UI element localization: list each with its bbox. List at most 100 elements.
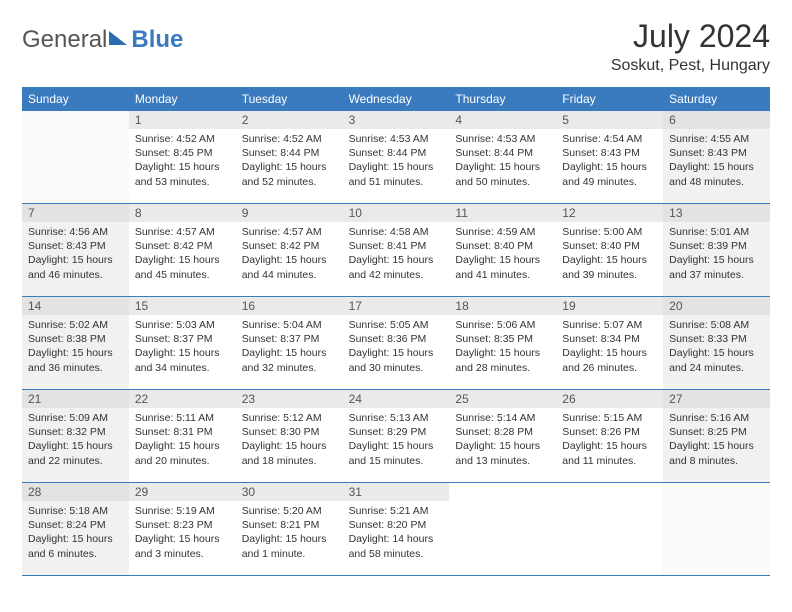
calendar-cell: 18 Sunrise: 5:06 AMSunset: 8:35 PMDayligh… (449, 297, 556, 389)
calendar-cell: 13Sunrise: 5:01 AMSunset: 8:39 PMDayligh… (663, 204, 770, 296)
day-header: Tuesday (236, 87, 343, 111)
day-headers-row: SundayMondayTuesdayWednesdayThursdayFrid… (22, 87, 770, 111)
day-info: Sunrise: 5:16 AMSunset: 8:25 PMDaylight:… (669, 411, 764, 468)
calendar-cell: 25Sunrise: 5:14 AMSunset: 8:28 PMDayligh… (449, 390, 556, 482)
day-number: 15 (129, 297, 236, 315)
calendar-cell: 14 Sunrise: 5:02 AMSunset: 8:38 PMDayligh… (22, 297, 129, 389)
calendar-cell: 4 Sunrise: 4:53 AMSunset: 8:44 PMDaylight… (449, 111, 556, 203)
calendar-cell: 31Sunrise: 5:21 AMSunset: 8:20 PMDayligh… (343, 483, 450, 575)
day-info: Sunrise: 4:52 AMSunset: 8:45 PMDaylight:… (135, 132, 230, 189)
calendar-cell (22, 111, 129, 203)
day-info: Sunrise: 4:55 AMSunset: 8:43 PMDaylight:… (669, 132, 764, 189)
day-number: 26 (556, 390, 663, 408)
day-info: Sunrise: 4:53 AMSunset: 8:44 PMDaylight:… (455, 132, 550, 189)
calendar-cell: 1 Sunrise: 4:52 AMSunset: 8:45 PMDaylight… (129, 111, 236, 203)
day-number: 7 (22, 204, 129, 222)
day-info: Sunrise: 5:01 AMSunset: 8:39 PMDaylight:… (669, 225, 764, 282)
day-info: Sunrise: 5:20 AMSunset: 8:21 PMDaylight:… (242, 504, 337, 561)
page-header: General Blue July 2024 Soskut, Pest, Hun… (22, 18, 770, 75)
day-header: Monday (129, 87, 236, 111)
day-number: 18 (449, 297, 556, 315)
day-number: 6 (663, 111, 770, 129)
calendar-cell: 21Sunrise: 5:09 AMSunset: 8:32 PMDayligh… (22, 390, 129, 482)
calendar-cell: 10Sunrise: 4:58 AMSunset: 8:41 PMDayligh… (343, 204, 450, 296)
day-number: 14 (22, 297, 129, 315)
calendar-cell: 23Sunrise: 5:12 AMSunset: 8:30 PMDayligh… (236, 390, 343, 482)
day-number: 19 (556, 297, 663, 315)
calendar-week: 28Sunrise: 5:18 AMSunset: 8:24 PMDayligh… (22, 483, 770, 576)
day-info: Sunrise: 5:11 AMSunset: 8:31 PMDaylight:… (135, 411, 230, 468)
day-number: 27 (663, 390, 770, 408)
calendar-cell: 5Sunrise: 4:54 AMSunset: 8:43 PMDaylight… (556, 111, 663, 203)
day-info: Sunrise: 5:19 AMSunset: 8:23 PMDaylight:… (135, 504, 230, 561)
calendar-cell: 22Sunrise: 5:11 AMSunset: 8:31 PMDayligh… (129, 390, 236, 482)
day-header: Thursday (449, 87, 556, 111)
day-number: 24 (343, 390, 450, 408)
day-number: 31 (343, 483, 450, 501)
day-info: Sunrise: 5:06 AMSunset: 8:35 PMDaylight:… (455, 318, 550, 375)
calendar-cell: 27 Sunrise: 5:16 AMSunset: 8:25 PMDayligh… (663, 390, 770, 482)
calendar-body: 1 Sunrise: 4:52 AMSunset: 8:45 PMDaylight… (22, 111, 770, 576)
day-info: Sunrise: 5:02 AMSunset: 8:38 PMDaylight:… (28, 318, 123, 375)
day-number: 9 (236, 204, 343, 222)
calendar-cell: 30Sunrise: 5:20 AMSunset: 8:21 PMDayligh… (236, 483, 343, 575)
location-text: Soskut, Pest, Hungary (611, 57, 770, 75)
calendar-cell: 2 Sunrise: 4:52 AMSunset: 8:44 PMDaylight… (236, 111, 343, 203)
logo-text-general: General (22, 26, 107, 54)
day-info: Sunrise: 4:59 AMSunset: 8:40 PMDaylight:… (455, 225, 550, 282)
calendar-cell: 17 Sunrise: 5:05 AMSunset: 8:36 PMDayligh… (343, 297, 450, 389)
logo: General Blue (22, 18, 183, 54)
calendar-cell (663, 483, 770, 575)
calendar-cell: 16 Sunrise: 5:04 AMSunset: 8:37 PMDayligh… (236, 297, 343, 389)
calendar-cell: 19 Sunrise: 5:07 AMSunset: 8:34 PMDayligh… (556, 297, 663, 389)
calendar-cell: 20Sunrise: 5:08 AMSunset: 8:33 PMDayligh… (663, 297, 770, 389)
day-info: Sunrise: 5:05 AMSunset: 8:36 PMDaylight:… (349, 318, 444, 375)
calendar-week: 7 Sunrise: 4:56 AMSunset: 8:43 PMDaylight… (22, 204, 770, 297)
calendar-week: 21Sunrise: 5:09 AMSunset: 8:32 PMDayligh… (22, 390, 770, 483)
day-number: 4 (449, 111, 556, 129)
logo-text-blue: Blue (131, 26, 183, 54)
calendar-cell: 11Sunrise: 4:59 AMSunset: 8:40 PMDayligh… (449, 204, 556, 296)
calendar-cell: 26Sunrise: 5:15 AMSunset: 8:26 PMDayligh… (556, 390, 663, 482)
calendar-cell: 9 Sunrise: 4:57 AMSunset: 8:42 PMDaylight… (236, 204, 343, 296)
header-right: July 2024 Soskut, Pest, Hungary (611, 18, 770, 75)
calendar-cell: 28Sunrise: 5:18 AMSunset: 8:24 PMDayligh… (22, 483, 129, 575)
page-title: July 2024 (611, 18, 770, 55)
calendar-week: 14 Sunrise: 5:02 AMSunset: 8:38 PMDayligh… (22, 297, 770, 390)
day-header: Wednesday (343, 87, 450, 111)
day-number: 23 (236, 390, 343, 408)
day-info: Sunrise: 5:09 AMSunset: 8:32 PMDaylight:… (28, 411, 123, 468)
day-number: 3 (343, 111, 450, 129)
calendar-cell (556, 483, 663, 575)
calendar-cell: 15 Sunrise: 5:03 AMSunset: 8:37 PMDayligh… (129, 297, 236, 389)
day-info: Sunrise: 5:07 AMSunset: 8:34 PMDaylight:… (562, 318, 657, 375)
calendar-cell: 6 Sunrise: 4:55 AMSunset: 8:43 PMDaylight… (663, 111, 770, 203)
calendar-cell: 24 Sunrise: 5:13 AMSunset: 8:29 PMDayligh… (343, 390, 450, 482)
day-number: 5 (556, 111, 663, 129)
day-info: Sunrise: 5:08 AMSunset: 8:33 PMDaylight:… (669, 318, 764, 375)
day-number: 29 (129, 483, 236, 501)
day-info: Sunrise: 5:04 AMSunset: 8:37 PMDaylight:… (242, 318, 337, 375)
day-number: 25 (449, 390, 556, 408)
day-number: 17 (343, 297, 450, 315)
calendar-cell: 3Sunrise: 4:53 AMSunset: 8:44 PMDaylight… (343, 111, 450, 203)
day-header: Sunday (22, 87, 129, 111)
day-header: Saturday (663, 87, 770, 111)
day-info: Sunrise: 4:57 AMSunset: 8:42 PMDaylight:… (242, 225, 337, 282)
calendar-cell: 29 Sunrise: 5:19 AMSunset: 8:23 PMDayligh… (129, 483, 236, 575)
calendar-cell: 7 Sunrise: 4:56 AMSunset: 8:43 PMDaylight… (22, 204, 129, 296)
day-info: Sunrise: 5:13 AMSunset: 8:29 PMDaylight:… (349, 411, 444, 468)
calendar-week: 1 Sunrise: 4:52 AMSunset: 8:45 PMDaylight… (22, 111, 770, 204)
day-number: 16 (236, 297, 343, 315)
day-info: Sunrise: 4:57 AMSunset: 8:42 PMDaylight:… (135, 225, 230, 282)
day-info: Sunrise: 5:03 AMSunset: 8:37 PMDaylight:… (135, 318, 230, 375)
day-number: 12 (556, 204, 663, 222)
day-info: Sunrise: 5:00 AMSunset: 8:40 PMDaylight:… (562, 225, 657, 282)
day-info: Sunrise: 4:56 AMSunset: 8:43 PMDaylight:… (28, 225, 123, 282)
day-info: Sunrise: 5:18 AMSunset: 8:24 PMDaylight:… (28, 504, 123, 561)
day-info: Sunrise: 4:52 AMSunset: 8:44 PMDaylight:… (242, 132, 337, 189)
day-number: 1 (129, 111, 236, 129)
logo-triangle-icon (109, 31, 127, 45)
day-header: Friday (556, 87, 663, 111)
day-number: 2 (236, 111, 343, 129)
